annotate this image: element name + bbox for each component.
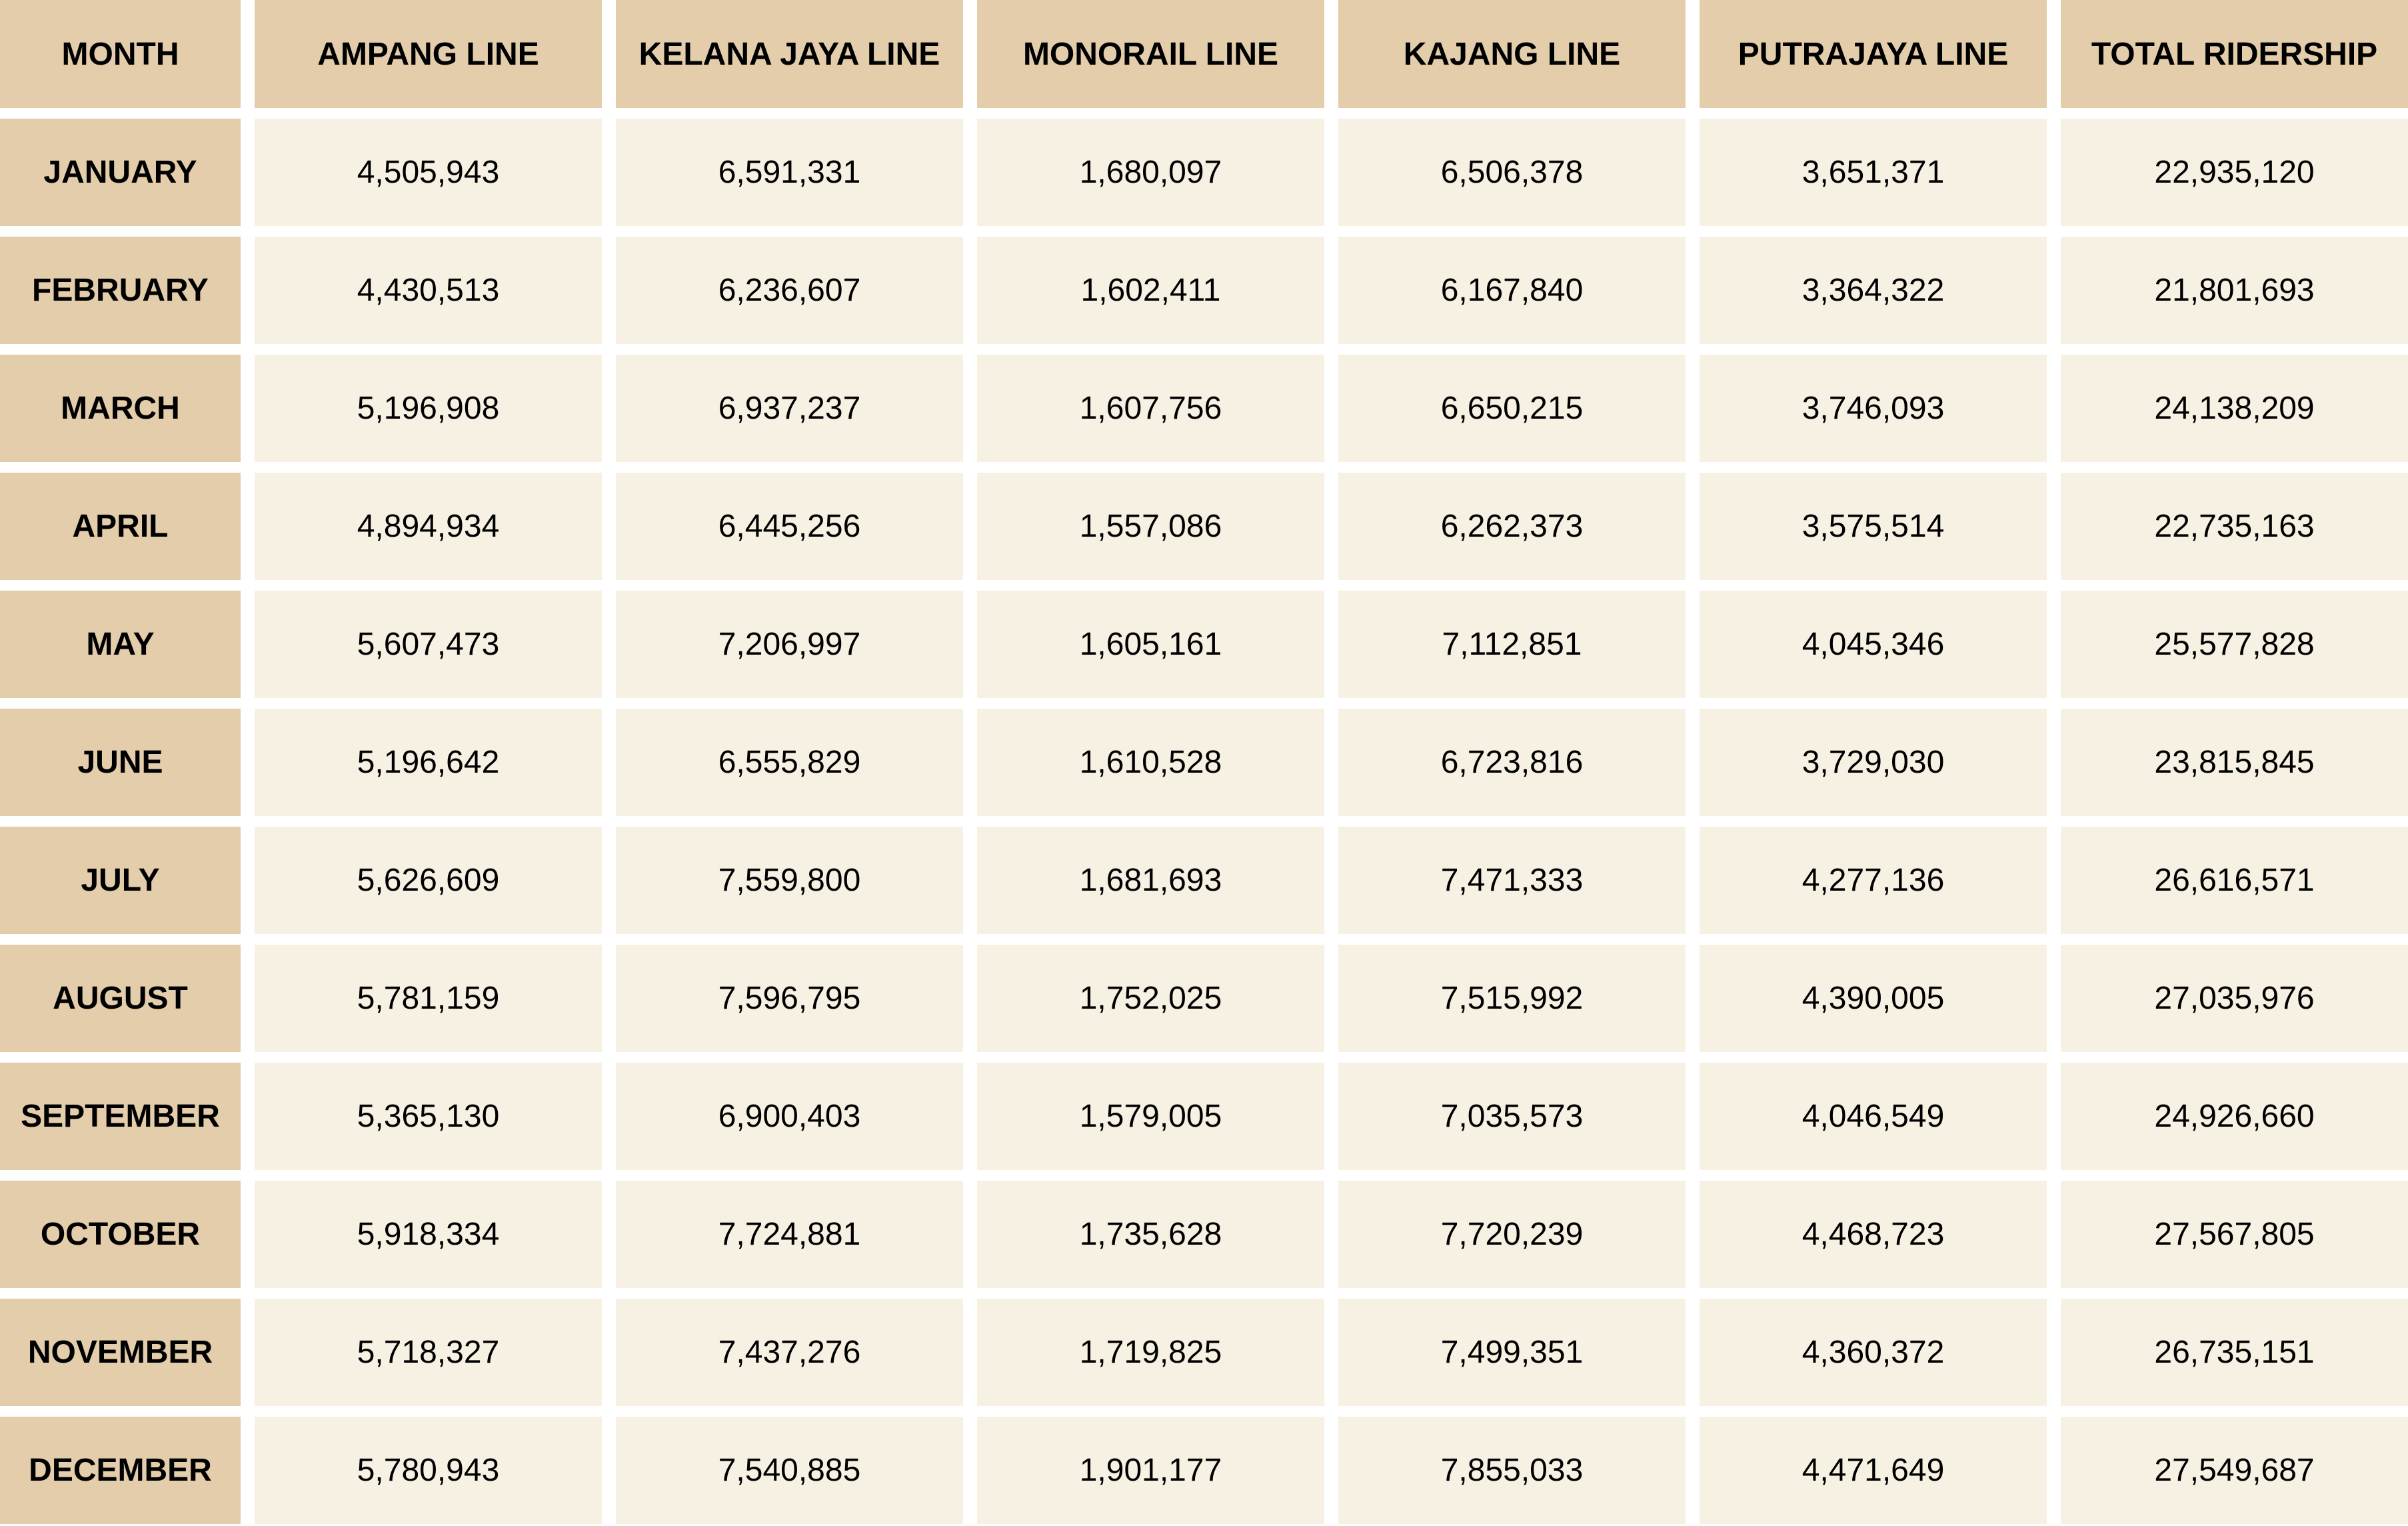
value-cell: 5,365,130 bbox=[255, 1063, 602, 1170]
value-cell: 24,926,660 bbox=[2061, 1063, 2408, 1170]
value-cell: 3,575,514 bbox=[1700, 473, 2047, 580]
value-cell: 1,680,097 bbox=[977, 119, 1324, 226]
value-cell: 6,900,403 bbox=[616, 1063, 963, 1170]
value-cell: 1,605,161 bbox=[977, 591, 1324, 698]
month-cell: JUNE bbox=[0, 709, 241, 816]
month-cell: DECEMBER bbox=[0, 1417, 241, 1524]
value-cell: 27,035,976 bbox=[2061, 945, 2408, 1052]
value-cell: 7,437,276 bbox=[616, 1299, 963, 1406]
value-cell: 26,616,571 bbox=[2061, 827, 2408, 934]
month-cell: JULY bbox=[0, 827, 241, 934]
value-cell: 1,607,756 bbox=[977, 355, 1324, 462]
header-cell: AMPANG LINE bbox=[255, 0, 602, 108]
value-cell: 24,138,209 bbox=[2061, 355, 2408, 462]
month-cell: NOVEMBER bbox=[0, 1299, 241, 1406]
value-cell: 6,555,829 bbox=[616, 709, 963, 816]
value-cell: 1,610,528 bbox=[977, 709, 1324, 816]
value-cell: 7,724,881 bbox=[616, 1181, 963, 1288]
value-cell: 1,735,628 bbox=[977, 1181, 1324, 1288]
value-cell: 6,167,840 bbox=[1338, 237, 1686, 344]
value-cell: 6,650,215 bbox=[1338, 355, 1686, 462]
value-cell: 4,390,005 bbox=[1700, 945, 2047, 1052]
value-cell: 5,196,642 bbox=[255, 709, 602, 816]
value-cell: 6,445,256 bbox=[616, 473, 963, 580]
value-cell: 27,567,805 bbox=[2061, 1181, 2408, 1288]
value-cell: 22,735,163 bbox=[2061, 473, 2408, 580]
header-cell: KAJANG LINE bbox=[1338, 0, 1686, 108]
value-cell: 27,549,687 bbox=[2061, 1417, 2408, 1524]
value-cell: 4,277,136 bbox=[1700, 827, 2047, 934]
header-cell: PUTRAJAYA LINE bbox=[1700, 0, 2047, 108]
value-cell: 5,781,159 bbox=[255, 945, 602, 1052]
value-cell: 7,596,795 bbox=[616, 945, 963, 1052]
header-cell: TOTAL RIDERSHIP bbox=[2061, 0, 2408, 108]
month-cell: JANUARY bbox=[0, 119, 241, 226]
month-cell: OCTOBER bbox=[0, 1181, 241, 1288]
value-cell: 4,894,934 bbox=[255, 473, 602, 580]
value-cell: 5,780,943 bbox=[255, 1417, 602, 1524]
month-cell: FEBRUARY bbox=[0, 237, 241, 344]
value-cell: 5,196,908 bbox=[255, 355, 602, 462]
value-cell: 25,577,828 bbox=[2061, 591, 2408, 698]
header-cell: MONTH bbox=[0, 0, 241, 108]
value-cell: 4,046,549 bbox=[1700, 1063, 2047, 1170]
value-cell: 1,719,825 bbox=[977, 1299, 1324, 1406]
value-cell: 7,499,351 bbox=[1338, 1299, 1686, 1406]
value-cell: 3,746,093 bbox=[1700, 355, 2047, 462]
header-cell: MONORAIL LINE bbox=[977, 0, 1324, 108]
value-cell: 6,937,237 bbox=[616, 355, 963, 462]
value-cell: 1,579,005 bbox=[977, 1063, 1324, 1170]
value-cell: 4,471,649 bbox=[1700, 1417, 2047, 1524]
value-cell: 21,801,693 bbox=[2061, 237, 2408, 344]
value-cell: 4,505,943 bbox=[255, 119, 602, 226]
value-cell: 7,720,239 bbox=[1338, 1181, 1686, 1288]
value-cell: 4,468,723 bbox=[1700, 1181, 2047, 1288]
value-cell: 5,918,334 bbox=[255, 1181, 602, 1288]
value-cell: 1,602,411 bbox=[977, 237, 1324, 344]
value-cell: 3,729,030 bbox=[1700, 709, 2047, 816]
value-cell: 6,506,378 bbox=[1338, 119, 1686, 226]
value-cell: 22,935,120 bbox=[2061, 119, 2408, 226]
value-cell: 7,515,992 bbox=[1338, 945, 1686, 1052]
month-cell: SEPTEMBER bbox=[0, 1063, 241, 1170]
value-cell: 4,045,346 bbox=[1700, 591, 2047, 698]
value-cell: 7,112,851 bbox=[1338, 591, 1686, 698]
value-cell: 5,607,473 bbox=[255, 591, 602, 698]
header-cell: KELANA JAYA LINE bbox=[616, 0, 963, 108]
value-cell: 7,471,333 bbox=[1338, 827, 1686, 934]
value-cell: 23,815,845 bbox=[2061, 709, 2408, 816]
value-cell: 1,901,177 bbox=[977, 1417, 1324, 1524]
value-cell: 3,364,322 bbox=[1700, 237, 2047, 344]
value-cell: 7,540,885 bbox=[616, 1417, 963, 1524]
value-cell: 3,651,371 bbox=[1700, 119, 2047, 226]
value-cell: 4,430,513 bbox=[255, 237, 602, 344]
value-cell: 6,591,331 bbox=[616, 119, 963, 226]
value-cell: 26,735,151 bbox=[2061, 1299, 2408, 1406]
month-cell: MAY bbox=[0, 591, 241, 698]
value-cell: 1,557,086 bbox=[977, 473, 1324, 580]
value-cell: 7,559,800 bbox=[616, 827, 963, 934]
value-cell: 7,206,997 bbox=[616, 591, 963, 698]
value-cell: 6,723,816 bbox=[1338, 709, 1686, 816]
value-cell: 4,360,372 bbox=[1700, 1299, 2047, 1406]
value-cell: 5,718,327 bbox=[255, 1299, 602, 1406]
value-cell: 1,681,693 bbox=[977, 827, 1324, 934]
value-cell: 7,855,033 bbox=[1338, 1417, 1686, 1524]
value-cell: 7,035,573 bbox=[1338, 1063, 1686, 1170]
value-cell: 1,752,025 bbox=[977, 945, 1324, 1052]
month-cell: AUGUST bbox=[0, 945, 241, 1052]
value-cell: 5,626,609 bbox=[255, 827, 602, 934]
month-cell: MARCH bbox=[0, 355, 241, 462]
value-cell: 6,262,373 bbox=[1338, 473, 1686, 580]
month-cell: APRIL bbox=[0, 473, 241, 580]
value-cell: 6,236,607 bbox=[616, 237, 963, 344]
